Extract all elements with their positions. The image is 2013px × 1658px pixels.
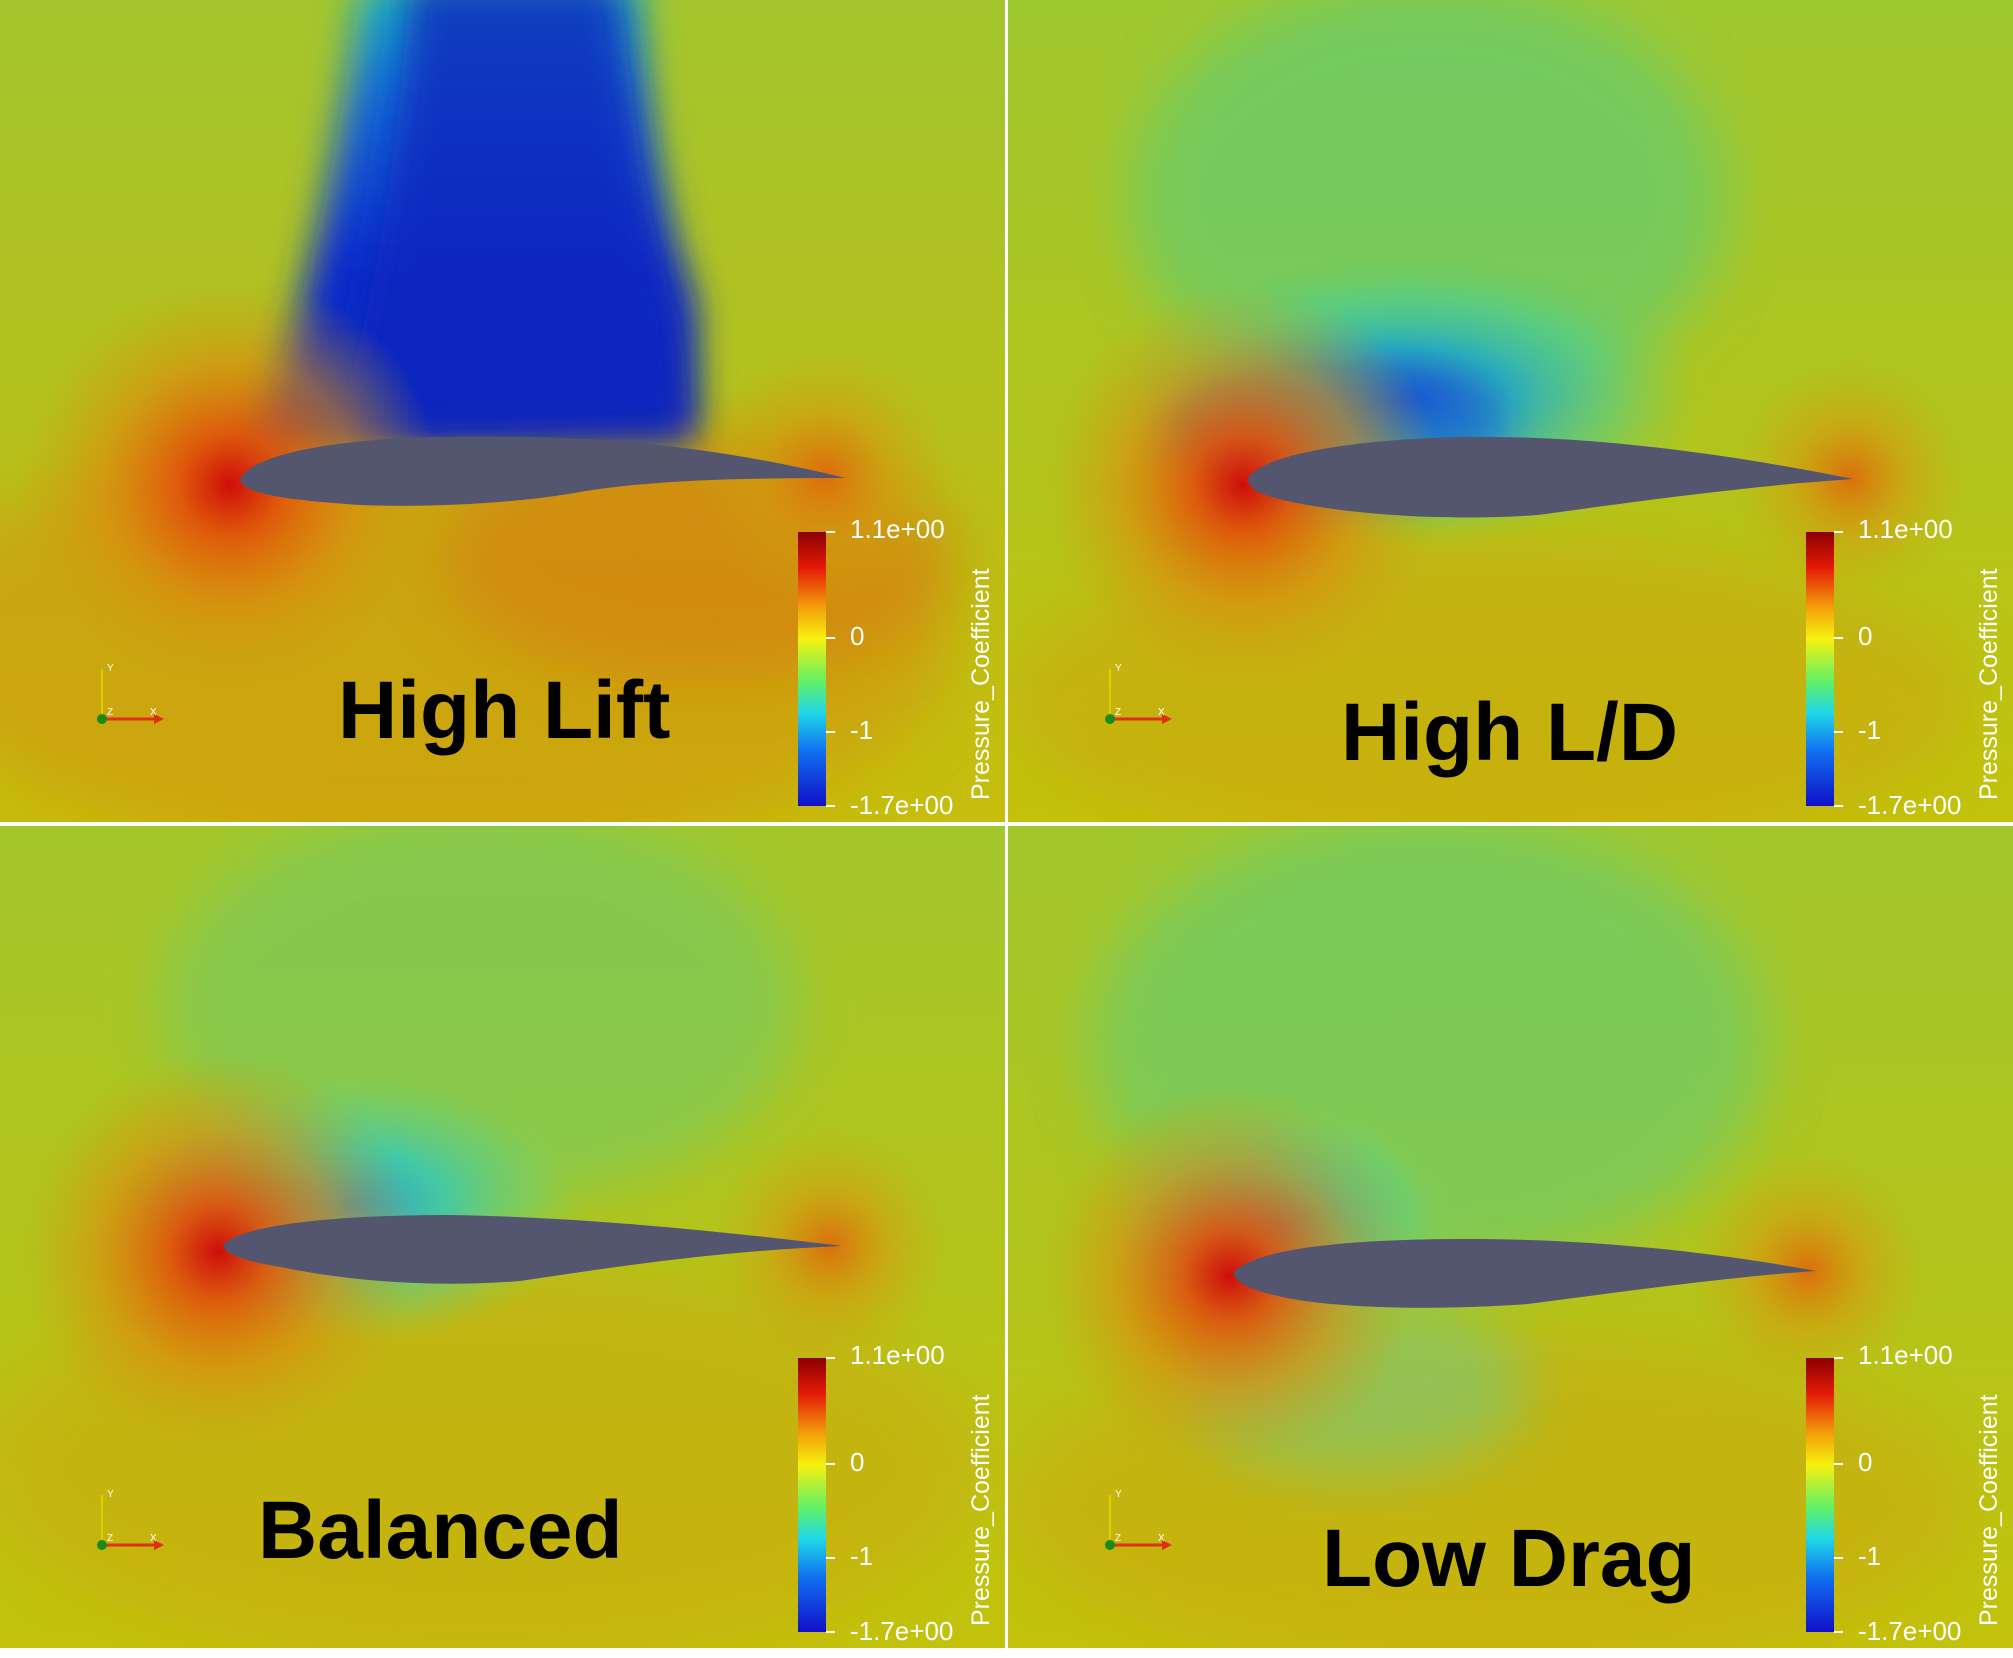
pressure-field-high-lift — [0, 0, 1005, 822]
axes-triad-icon: Y Z X — [97, 1489, 164, 1550]
colorbar-zero-label: 0 — [850, 1447, 865, 1477]
axes-triad-icon: Y Z X — [1105, 1489, 1172, 1550]
colorbar-zero-label: 0 — [1858, 621, 1873, 651]
case-title: High L/D — [1341, 687, 1679, 778]
colorbar-min-label: -1.7e+00 — [850, 1616, 954, 1646]
pressure-colorbar: 1.1e+00 0 -1 -1.7e+00 Pressure_Coefficie… — [795, 516, 995, 818]
colorbar-max-label: 1.1e+00 — [1858, 514, 1953, 544]
colorbar-min-label: -1.7e+00 — [850, 790, 954, 820]
pressure-field-balanced — [0, 826, 1005, 1648]
panel-low-drag: Low Drag Y Z X 1.1e+00 0 -1 -1.7e+00 Pre… — [1008, 826, 2013, 1648]
colorbar-min-label: -1.7e+00 — [1858, 790, 1962, 820]
airfoil-balanced — [223, 1215, 843, 1284]
svg-text:Y: Y — [107, 1489, 114, 1500]
svg-text:Y: Y — [1115, 1489, 1122, 1500]
colorbar-minus1-label: -1 — [850, 715, 874, 745]
colorbar-max-label: 1.1e+00 — [850, 1340, 945, 1370]
case-title: Balanced — [258, 1485, 623, 1576]
axes-triad-icon: Y Z X — [97, 663, 164, 724]
svg-text:Z: Z — [1115, 1533, 1121, 1544]
svg-text:Z: Z — [107, 1533, 113, 1544]
colorbar-minus1-label: -1 — [1858, 715, 1882, 745]
pressure-field-low-drag — [1008, 826, 2013, 1648]
axes-triad-icon: Y Z X — [1105, 663, 1172, 724]
pressure-field-high-ld — [1008, 0, 2013, 822]
svg-text:Y: Y — [107, 663, 114, 674]
svg-text:X: X — [150, 1533, 157, 1544]
case-title: Low Drag — [1322, 1513, 1696, 1604]
airfoil-high-ld — [1248, 436, 1853, 518]
colorbar-title: Pressure_Coefficient — [967, 568, 995, 800]
colorbar-minus1-label: -1 — [1858, 1541, 1882, 1571]
svg-text:X: X — [1158, 707, 1165, 718]
airfoil-low-drag — [1234, 1239, 1816, 1308]
panel-high-lift: High Lift Y Z X 1.1e+00 0 -1 -1.7e+00 Pr… — [0, 0, 1005, 822]
svg-text:Z: Z — [107, 707, 113, 718]
colorbar-title: Pressure_Coefficient — [1975, 1394, 2003, 1626]
colorbar-minus1-label: -1 — [850, 1541, 874, 1571]
svg-text:X: X — [1158, 1533, 1165, 1544]
svg-text:X: X — [150, 707, 157, 718]
panel-balanced: Balanced Y Z X 1.1e+00 0 -1 -1.7e+00 Pre… — [0, 826, 1005, 1648]
colorbar-zero-label: 0 — [1858, 1447, 1873, 1477]
panel-high-ld: High L/D Y Z X 1.1e+00 0 -1 -1.7e+00 Pre… — [1008, 0, 2013, 822]
pressure-colorbar: 1.1e+00 0 -1 -1.7e+00 Pressure_Coefficie… — [1803, 1342, 2003, 1644]
colorbar-zero-label: 0 — [850, 621, 865, 651]
colorbar-max-label: 1.1e+00 — [1858, 1340, 1953, 1370]
pressure-colorbar: 1.1e+00 0 -1 -1.7e+00 Pressure_Coefficie… — [1803, 516, 2003, 818]
colorbar-title: Pressure_Coefficient — [967, 1394, 995, 1626]
case-title: High Lift — [338, 665, 671, 756]
colorbar-title: Pressure_Coefficient — [1975, 568, 2003, 800]
colorbar-max-label: 1.1e+00 — [850, 514, 945, 544]
pressure-colorbar: 1.1e+00 0 -1 -1.7e+00 Pressure_Coefficie… — [795, 1342, 995, 1644]
airfoil-high-lift — [240, 436, 845, 506]
svg-text:Y: Y — [1115, 663, 1122, 674]
svg-text:Z: Z — [1115, 707, 1121, 718]
colorbar-min-label: -1.7e+00 — [1858, 1616, 1962, 1646]
